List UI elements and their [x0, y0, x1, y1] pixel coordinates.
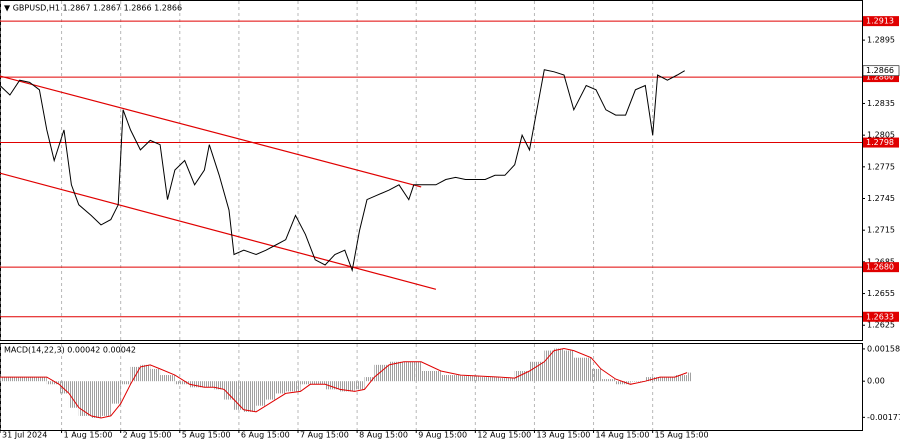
x-tick-label: 14 Aug 15:00 — [596, 431, 650, 440]
macd-bar — [499, 378, 515, 382]
macd-bar — [204, 381, 215, 388]
y-tick-label: 0.00 — [867, 377, 885, 386]
macd-bar — [214, 381, 225, 390]
macd-bar — [265, 381, 276, 400]
price-line — [0, 69, 685, 273]
macd-bar — [460, 376, 481, 382]
x-tick-label: 9 Aug 15:00 — [418, 431, 467, 440]
trend-line — [0, 75, 422, 188]
level-label: 1.2913 — [866, 17, 894, 26]
level-label: 1.2798 — [866, 138, 894, 147]
macd-bar — [630, 381, 646, 382]
macd-bar — [615, 381, 631, 385]
macd-bar — [100, 381, 111, 416]
x-tick-label: 13 Aug 15:00 — [536, 431, 590, 440]
macd-bar — [573, 357, 592, 382]
y-tick-label: 1.2685 — [867, 257, 895, 266]
macd-bar — [339, 381, 355, 392]
y-tick-label: 1.2805 — [867, 131, 895, 140]
y-tick-label: 1.2655 — [867, 289, 895, 298]
macd-bar — [39, 377, 47, 382]
macd-bar — [243, 381, 257, 412]
macd-bar — [224, 381, 234, 400]
macd-bar — [514, 370, 530, 382]
macd-bar — [364, 377, 375, 382]
level-label: 1.2633 — [866, 312, 894, 321]
macd-bar — [440, 375, 461, 382]
macd-bar — [68, 381, 79, 408]
macd-bar — [591, 368, 601, 382]
macd-title: MACD(14,22,3) 0.00042 0.00042 — [4, 346, 136, 355]
macd-bar — [140, 364, 151, 382]
level-label: 1.2860 — [866, 73, 894, 82]
level-label-box — [863, 262, 899, 273]
x-tick-label: 31 Jul 2024 — [2, 431, 47, 440]
x-tick-label: 12 Aug 15:00 — [477, 431, 531, 440]
macd-bar — [110, 381, 121, 404]
y-tick-label: -0.00177 — [867, 413, 900, 422]
x-tick-label: 5 Aug 15:00 — [182, 431, 231, 440]
x-tick-label: 6 Aug 15:00 — [241, 431, 290, 440]
macd-bar — [256, 381, 266, 406]
signal-line — [0, 347, 688, 419]
macd-bar — [91, 381, 101, 418]
macd-bar — [160, 375, 175, 382]
macd-bar — [529, 361, 545, 382]
macd-bar — [300, 381, 311, 385]
level-label: 1.2680 — [866, 263, 894, 272]
macd-bar — [687, 372, 692, 382]
level-label-box — [863, 137, 899, 148]
last-price-label: 1.2866 — [866, 66, 894, 75]
macd-bar — [421, 370, 441, 382]
macd-bar — [480, 377, 500, 382]
macd-bar — [600, 379, 616, 382]
y-tick-label: 1.2895 — [867, 36, 895, 45]
macd-bar — [389, 361, 404, 382]
macd-bar — [310, 381, 326, 385]
level-label-box — [863, 72, 899, 83]
macd-bar — [174, 381, 190, 385]
macd-bar — [46, 381, 60, 385]
macd-bar — [374, 364, 390, 382]
x-tick-label: 15 Aug 15:00 — [655, 431, 709, 440]
macd-bar — [0, 377, 40, 382]
y-tick-label: 1.2775 — [867, 162, 895, 171]
y-tick-label: 1.2625 — [867, 321, 895, 330]
last-price-box — [862, 65, 900, 77]
trend-line — [0, 172, 437, 290]
chart-title: ▼ GBPUSD,H1 1.2867 1.2867 1.2866 1.2866 — [4, 4, 182, 13]
macd-bar — [660, 377, 675, 382]
macd-bar — [285, 381, 301, 392]
macd-bar — [59, 381, 69, 394]
macd-bar — [563, 350, 574, 382]
x-tick-label: 2 Aug 15:00 — [123, 431, 172, 440]
x-tick-label: 1 Aug 15:00 — [64, 431, 113, 440]
macd-bar — [78, 381, 92, 416]
x-tick-label: 7 Aug 15:00 — [300, 431, 349, 440]
macd-bar — [325, 381, 340, 390]
macd-bar — [130, 366, 141, 382]
y-tick-label: 1.2745 — [867, 194, 895, 203]
macd-bar — [554, 348, 564, 382]
macd-bar — [354, 381, 365, 390]
y-tick-label: 1.2715 — [867, 226, 895, 235]
macd-bar — [189, 381, 205, 388]
macd-bar — [674, 375, 688, 382]
macd-bar — [120, 381, 131, 385]
level-label-box — [863, 16, 899, 27]
macd-bar — [403, 361, 422, 382]
macd-bar — [233, 381, 244, 410]
level-label-box — [863, 311, 899, 322]
x-tick-label: 8 Aug 15:00 — [359, 431, 408, 440]
macd-bar — [275, 381, 286, 394]
macd-bar — [544, 350, 555, 382]
y-tick-label: 1.2835 — [867, 99, 895, 108]
macd-bar — [150, 368, 161, 382]
y-tick-label: 0.00158 — [867, 344, 900, 353]
